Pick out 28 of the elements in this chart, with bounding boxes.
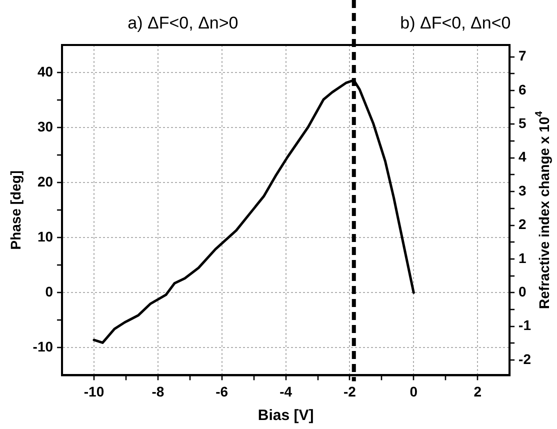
text: b) ΔF<0, Δn<0: [400, 14, 511, 33]
y-tick-label: 40: [37, 63, 54, 80]
y2-tick-label: -1: [518, 317, 532, 334]
y-tick-label: 10: [37, 228, 54, 244]
y2-tick-label: 2: [518, 216, 527, 232]
y2-tick-label: 3: [518, 182, 527, 198]
y-axis-title: Phase [deg]: [7, 170, 24, 250]
y-tick-label: 20: [37, 173, 54, 190]
y2-tick-label: 1: [518, 250, 527, 266]
x-tick-label: -10: [84, 383, 104, 400]
x-tick-label: -8: [152, 383, 164, 400]
y2-tick-label: 6: [518, 81, 527, 98]
x-tick-label: -2: [344, 383, 356, 400]
x-tick-label: -4: [280, 383, 292, 400]
x-tick-label: 2: [474, 383, 482, 400]
y2-tick-label: 5: [518, 115, 527, 132]
y2-tick-label: 7: [518, 48, 527, 64]
y2-tick-label: 0: [518, 284, 527, 300]
y2-axis-title: Refractive index change x 104: [534, 110, 552, 309]
y2-tick-label: 4: [518, 148, 527, 165]
x-tick-label: -6: [216, 383, 228, 400]
text: a) ΔF<0, Δn>0: [128, 14, 238, 33]
y-tick-label: 0: [45, 284, 54, 300]
y-tick-label: 30: [37, 118, 54, 134]
y-tick-label: -10: [32, 338, 54, 355]
y2-tick-label: -2: [518, 350, 532, 367]
x-axis-title: Bias [V]: [258, 407, 314, 424]
x-tick-label: 0: [410, 383, 418, 400]
